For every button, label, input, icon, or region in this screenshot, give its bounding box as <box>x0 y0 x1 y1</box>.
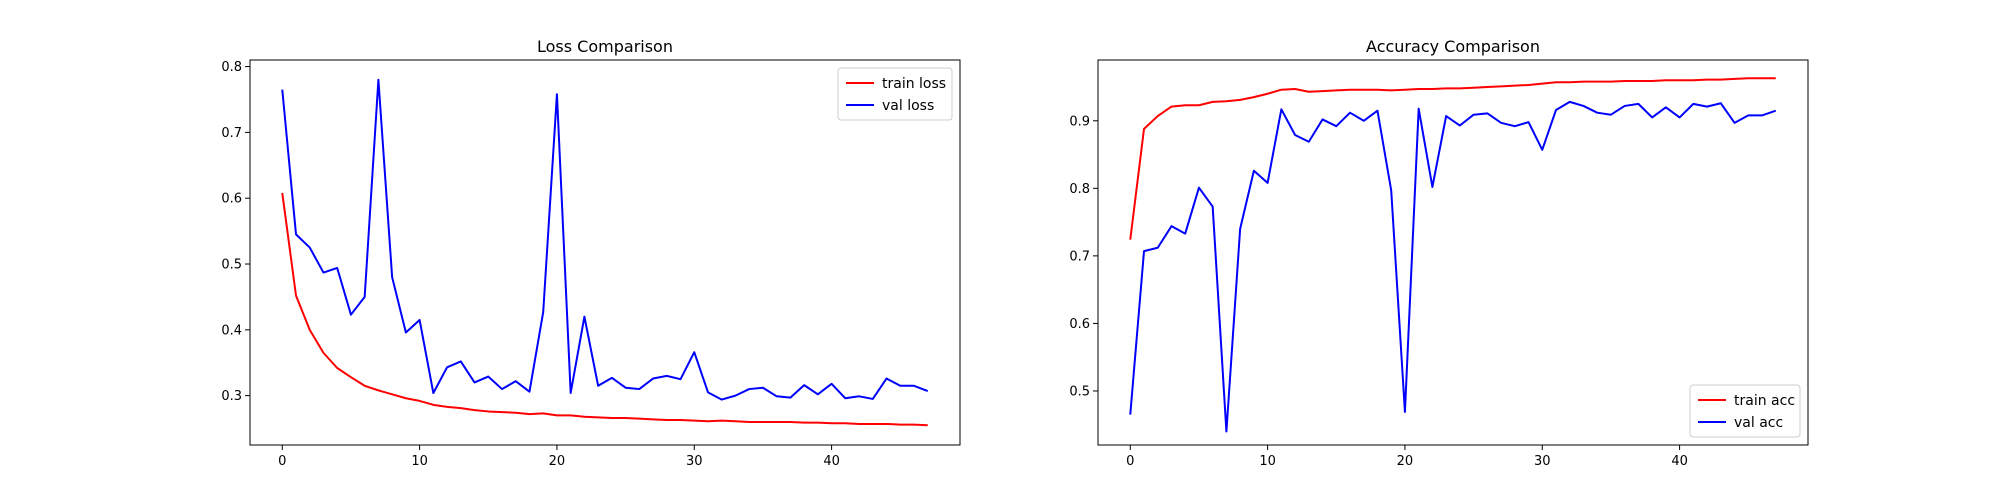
legend-label: val acc <box>1734 415 1783 431</box>
y-tick-label: 0.8 <box>1069 182 1090 197</box>
y-tick-label: 0.9 <box>1069 114 1090 129</box>
chart-panel-2: Accuracy Comparison 0 10 20 30 40 0.5 0.6 0.7 0.8… <box>1069 37 1809 469</box>
legend-label: train loss <box>882 76 946 92</box>
y-tick-label: 0.5 <box>221 258 242 273</box>
x-tick-label: 30 <box>686 454 703 469</box>
x-tick-label: 40 <box>1671 454 1688 469</box>
x-tick-label: 0 <box>1126 454 1134 469</box>
y-tick-label: 0.7 <box>221 126 242 141</box>
legend: train acc val acc <box>1689 384 1801 438</box>
chart-title: Loss Comparison <box>537 37 673 56</box>
legend-label: val loss <box>882 98 934 114</box>
y-tick-label: 0.5 <box>1069 384 1090 399</box>
axes-frame <box>1097 59 1809 446</box>
legend: train loss val loss <box>837 67 953 121</box>
series-line-val-loss <box>281 78 929 401</box>
x-tick-label: 0 <box>278 454 286 469</box>
y-tick-label: 0.6 <box>1069 317 1090 332</box>
x-tick-label: 10 <box>1259 454 1276 469</box>
y-tick-label: 0.6 <box>221 192 242 207</box>
y-tick-label: 0.4 <box>221 323 242 338</box>
x-tick-label: 40 <box>823 454 840 469</box>
x-tick-label: 20 <box>549 454 566 469</box>
series-line-val-acc <box>1129 100 1777 433</box>
legend-box <box>1689 384 1801 438</box>
y-tick-label: 0.8 <box>221 60 242 75</box>
series-line-train-loss <box>281 192 928 427</box>
chart-panel-1: Loss Comparison 0 10 20 30 40 0.3 0.4 0.5 0.6 0.7 0… <box>221 37 961 469</box>
legend-label: train acc <box>1734 393 1795 409</box>
y-tick-label: 0.7 <box>1069 249 1090 264</box>
axes-frame <box>249 59 961 446</box>
legend-box <box>837 67 953 121</box>
series-line-train-acc <box>1129 77 1776 240</box>
x-tick-label: 20 <box>1397 454 1414 469</box>
chart-title: Accuracy Comparison <box>1366 37 1540 56</box>
x-tick-label: 30 <box>1534 454 1551 469</box>
x-tick-label: 10 <box>411 454 428 469</box>
y-tick-label: 0.3 <box>221 389 242 404</box>
